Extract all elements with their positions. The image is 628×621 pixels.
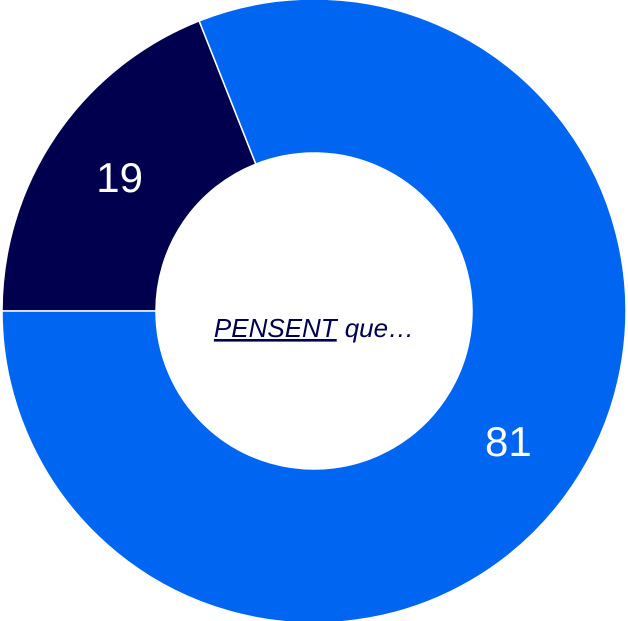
center-rest: que…: [345, 313, 414, 343]
center-emphasis: PENSENT: [214, 313, 339, 343]
value-label: 81: [485, 418, 532, 465]
slice: [1, 19, 257, 312]
value-label: 19: [96, 154, 143, 201]
center-text: PENSENT que…: [214, 313, 414, 343]
